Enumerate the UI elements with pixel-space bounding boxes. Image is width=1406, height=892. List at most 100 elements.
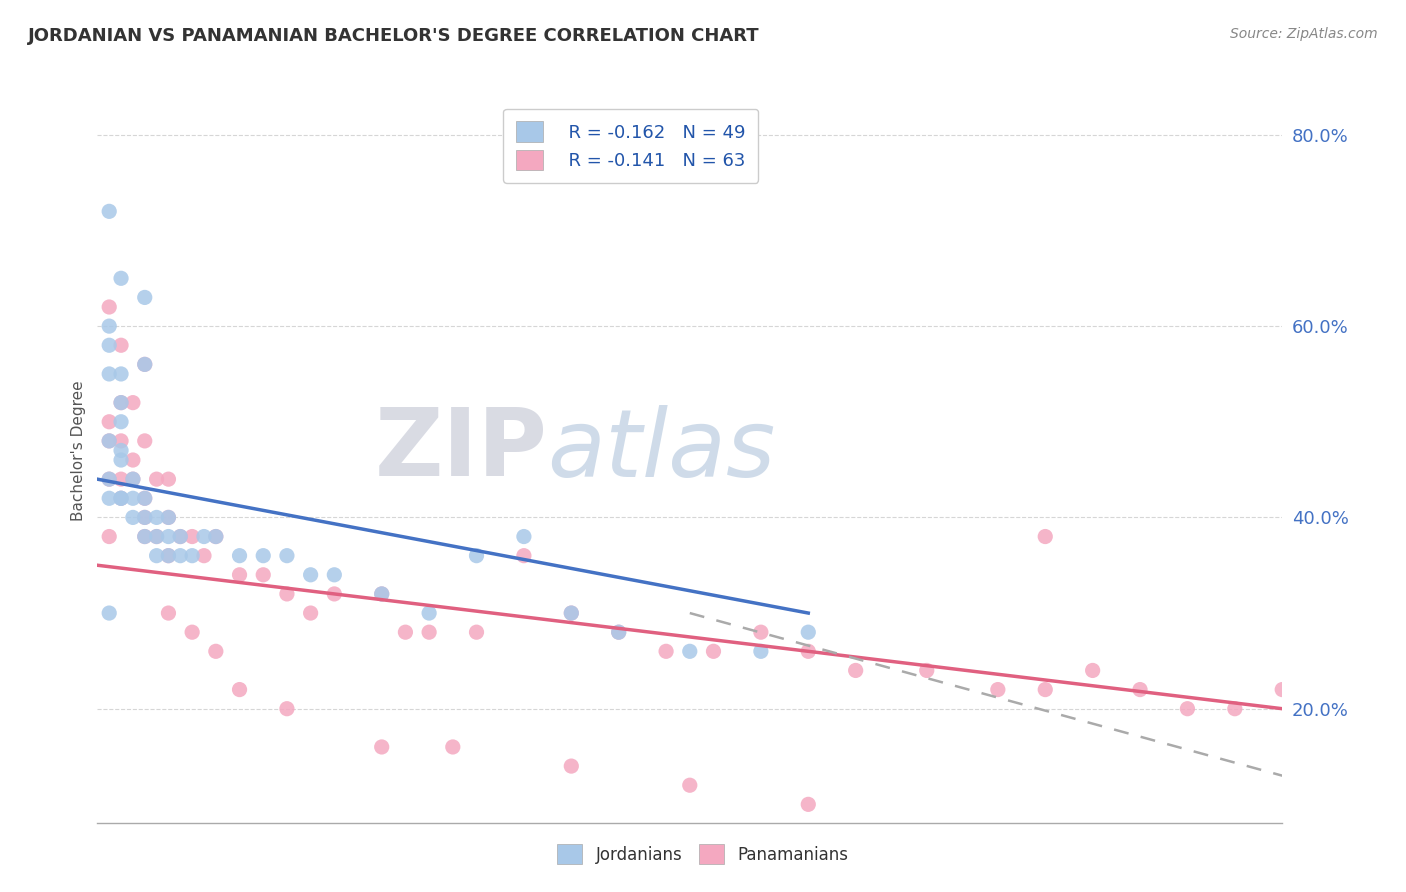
Point (1129, 682, 1152, 697)
Point (797, 797, 820, 812)
Point (607, 625, 630, 640)
Point (560, 606, 582, 620)
Point (702, 644, 724, 658)
Point (228, 567, 250, 582)
Point (110, 395, 132, 409)
Point (110, 443, 132, 458)
Point (145, 530, 167, 544)
Point (157, 530, 180, 544)
Point (98, 434, 121, 448)
Point (1033, 682, 1056, 697)
Point (110, 415, 132, 429)
Point (98, 472, 121, 486)
Point (110, 271, 132, 285)
Point (134, 510, 156, 524)
Point (98, 530, 121, 544)
Point (299, 567, 322, 582)
Point (134, 491, 156, 506)
Point (122, 491, 145, 506)
Point (679, 644, 702, 658)
Legend:   R = -0.162   N = 49,   R = -0.141   N = 63: R = -0.162 N = 49, R = -0.141 N = 63 (503, 109, 758, 183)
Point (98, 204, 121, 219)
Point (145, 530, 167, 544)
Text: ZIP: ZIP (375, 404, 547, 497)
Point (915, 664, 938, 678)
Point (370, 587, 392, 601)
Point (418, 625, 440, 640)
Point (110, 434, 132, 448)
Point (465, 625, 488, 640)
Point (169, 530, 191, 544)
Point (228, 549, 250, 563)
Point (134, 434, 156, 448)
Point (98, 415, 121, 429)
Point (299, 606, 322, 620)
Point (560, 606, 582, 620)
Text: Source: ZipAtlas.com: Source: ZipAtlas.com (1230, 27, 1378, 41)
Point (145, 549, 167, 563)
Point (560, 759, 582, 773)
Point (98, 300, 121, 314)
Point (122, 472, 145, 486)
Point (157, 472, 180, 486)
Point (134, 357, 156, 371)
Point (323, 587, 346, 601)
Point (122, 472, 145, 486)
Point (441, 739, 464, 754)
Point (169, 530, 191, 544)
Point (110, 338, 132, 352)
Point (110, 367, 132, 381)
Point (797, 625, 820, 640)
Legend: Jordanians, Panamanians: Jordanians, Panamanians (551, 838, 855, 871)
Point (110, 491, 132, 506)
Point (252, 567, 274, 582)
Point (418, 606, 440, 620)
Point (145, 510, 167, 524)
Point (465, 549, 488, 563)
Point (181, 625, 204, 640)
Point (157, 606, 180, 620)
Point (845, 664, 868, 678)
Point (98, 338, 121, 352)
Point (370, 587, 392, 601)
Y-axis label: Bachelor's Degree: Bachelor's Degree (72, 380, 86, 521)
Point (169, 549, 191, 563)
Point (181, 549, 204, 563)
Point (122, 395, 145, 409)
Point (252, 549, 274, 563)
Point (193, 530, 215, 544)
Point (205, 644, 228, 658)
Point (134, 510, 156, 524)
Point (98, 434, 121, 448)
Point (513, 549, 536, 563)
Point (145, 472, 167, 486)
Point (1081, 664, 1104, 678)
Point (181, 530, 204, 544)
Point (987, 682, 1010, 697)
Point (679, 778, 702, 792)
Point (134, 530, 156, 544)
Point (394, 625, 416, 640)
Text: atlas: atlas (547, 405, 776, 496)
Point (370, 739, 392, 754)
Point (98, 606, 121, 620)
Point (1177, 702, 1199, 716)
Point (205, 530, 228, 544)
Point (98, 367, 121, 381)
Point (276, 549, 298, 563)
Point (513, 530, 536, 544)
Point (205, 530, 228, 544)
Point (1271, 682, 1294, 697)
Point (110, 491, 132, 506)
Point (110, 491, 132, 506)
Point (749, 625, 772, 640)
Point (134, 530, 156, 544)
Point (1223, 702, 1246, 716)
Point (157, 510, 180, 524)
Point (607, 625, 630, 640)
Point (122, 510, 145, 524)
Point (157, 549, 180, 563)
Point (134, 491, 156, 506)
Point (157, 549, 180, 563)
Point (157, 510, 180, 524)
